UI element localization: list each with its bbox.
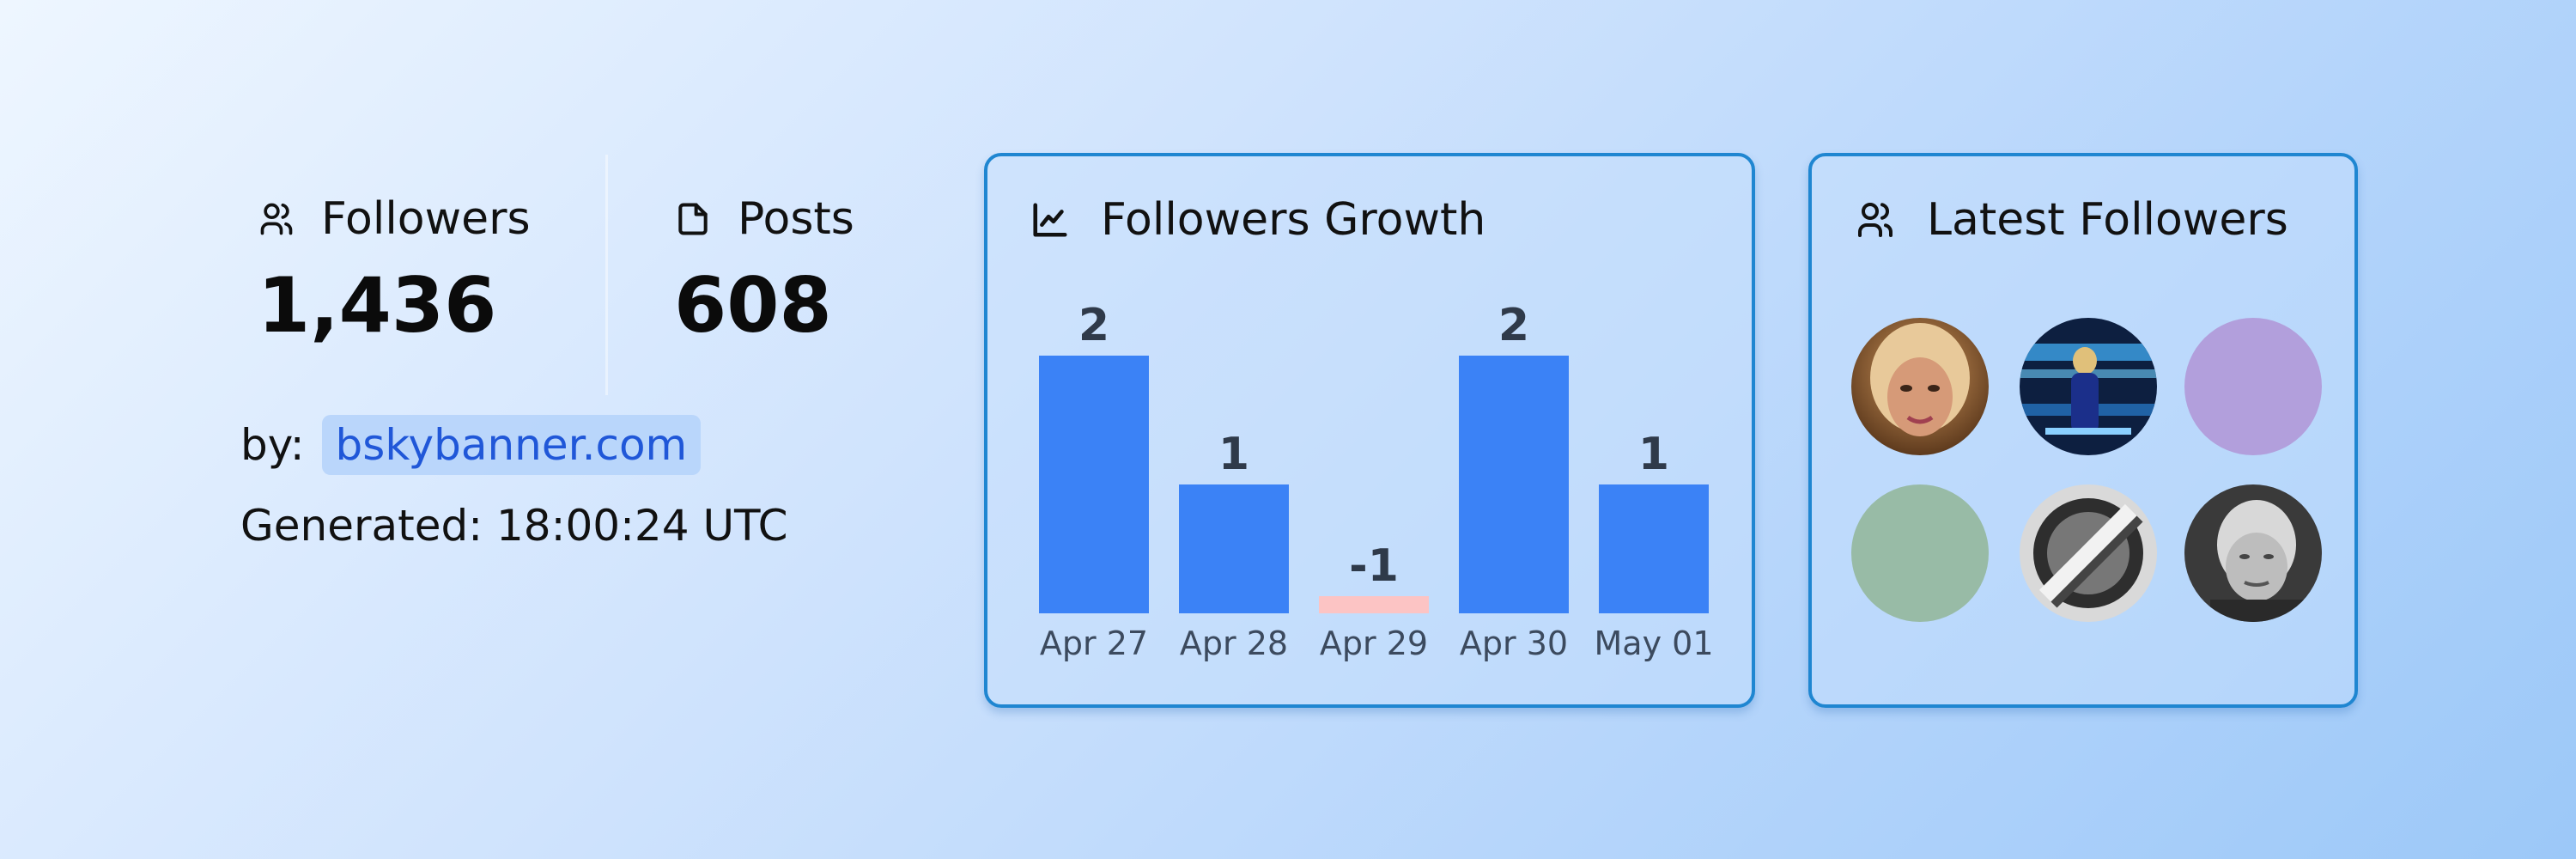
users-icon — [260, 203, 293, 235]
x-tick-label: Apr 30 — [1460, 624, 1568, 662]
bar-apr-29 — [1319, 596, 1429, 613]
bar-apr-30 — [1459, 356, 1569, 613]
latest-title-text: Latest Followers — [1927, 194, 2288, 246]
byline: by: bskybanner.com — [240, 415, 702, 475]
bar-value-label: 2 — [1078, 300, 1109, 351]
posts-stat: Posts 608 — [674, 189, 854, 344]
byline-prefix: by: — [240, 420, 305, 470]
x-tick-label: Apr 27 — [1040, 624, 1148, 662]
followers-stat: Followers 1,436 — [258, 189, 531, 344]
bar-apr-28 — [1179, 484, 1289, 613]
follower-avatar-3[interactable] — [2184, 318, 2322, 455]
growth-card-title: Followers Growth — [1030, 194, 1485, 246]
growth-title-text: Followers Growth — [1101, 194, 1486, 246]
bar-apr-27 — [1039, 356, 1149, 613]
x-tick-label: May 01 — [1595, 624, 1714, 662]
bskybanner-link[interactable]: bskybanner.com — [321, 415, 702, 475]
followers-growth-chart: 2 Apr 27 1 Apr 28 -1 Apr 29 2 Apr 30 1 May 01 — [1039, 300, 1714, 662]
posts-count: 608 — [674, 261, 832, 350]
chart-line-icon — [1033, 203, 1067, 237]
bar-value-label: 2 — [1498, 300, 1529, 351]
followers-header: Followers — [258, 189, 531, 249]
latest-followers-card: Latest Followers — [1808, 153, 2358, 708]
bar-value-label: -1 — [1349, 540, 1399, 592]
followers-growth-card: Followers Growth 2 Apr 27 1 Apr 28 -1 Apr 29 2… — [984, 153, 1755, 708]
x-tick-label: Apr 28 — [1180, 624, 1288, 662]
followers-count: 1,436 — [258, 261, 497, 350]
follower-avatar-2[interactable] — [2020, 318, 2157, 455]
followers-label: Followers — [321, 193, 531, 245]
generated-timestamp: Generated: 18:00:24 UTC — [240, 501, 788, 551]
follower-avatar-5[interactable] — [2020, 484, 2157, 622]
follower-avatar-1[interactable] — [1851, 318, 1989, 455]
users-icon — [1858, 203, 1893, 237]
posts-label: Posts — [738, 193, 854, 245]
follower-avatar-6[interactable] — [2184, 484, 2322, 622]
stats-divider — [605, 155, 608, 395]
bar-value-label: 1 — [1638, 429, 1669, 480]
file-icon — [678, 203, 708, 235]
latest-card-title: Latest Followers — [1855, 194, 2288, 246]
follower-avatar-4[interactable] — [1851, 484, 1989, 622]
x-tick-label: Apr 29 — [1320, 624, 1428, 662]
bar-value-label: 1 — [1218, 429, 1249, 480]
posts-header: Posts — [674, 189, 854, 249]
bar-may-01 — [1599, 484, 1709, 613]
